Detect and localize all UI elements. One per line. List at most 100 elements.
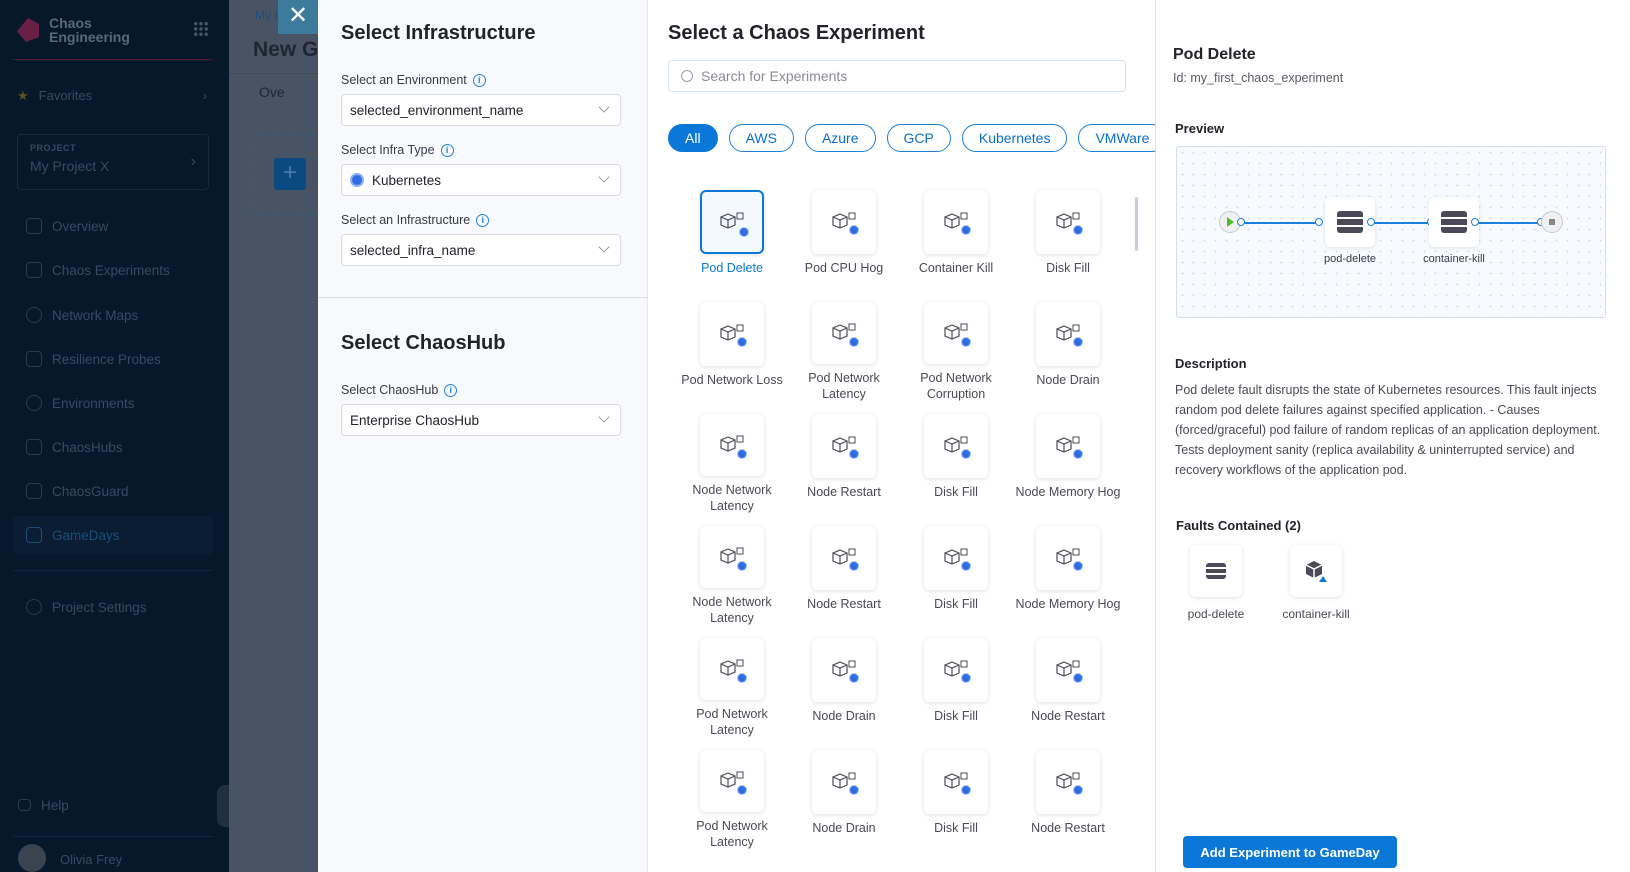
project-selector[interactable]: PROJECT My Project X › (17, 134, 209, 190)
experiment-card-tile[interactable] (1036, 414, 1100, 478)
experiment-card[interactable]: Node Restart (1012, 750, 1124, 850)
sidebar-item-label: Chaos Experiments (52, 262, 170, 278)
fault-container-kill[interactable]: container-kill (1271, 545, 1361, 621)
experiment-card[interactable]: Node Restart (788, 526, 900, 626)
experiment-card[interactable]: Disk Fill (900, 638, 1012, 738)
experiment-grid: Pod Delete Pod CPU Hog Container Kill Disk … (676, 190, 1124, 850)
experiment-card[interactable]: Disk Fill (1012, 190, 1124, 290)
chaos-engineering-logo[interactable]: Chaos Engineering (17, 16, 130, 44)
experiment-card[interactable]: Node Memory Hog (1012, 414, 1124, 514)
experiment-card-tile[interactable] (1036, 190, 1100, 254)
experiment-card-tile[interactable] (924, 190, 988, 254)
experiment-card-tile[interactable] (924, 750, 988, 814)
infra-type-select[interactable]: Kubernetes (341, 164, 621, 196)
environment-label: Select an Environment i (341, 73, 486, 87)
sidebar-item-project-settings[interactable]: Project Settings (13, 588, 213, 626)
help-link[interactable]: Help (13, 786, 213, 824)
sidebar-item-chaosguard[interactable]: ChaosGuard (13, 472, 213, 510)
container-kill-node[interactable] (1429, 197, 1479, 247)
app-grid-icon[interactable] (193, 21, 209, 37)
filter-chip-azure[interactable]: Azure (804, 124, 876, 152)
scrollbar[interactable] (1135, 197, 1138, 251)
sidebar-item-gamedays[interactable]: GameDays (13, 516, 213, 554)
filter-chip-kubernetes[interactable]: Kubernetes (961, 124, 1068, 152)
info-icon[interactable]: i (444, 383, 458, 397)
chaoshub-select[interactable]: Enterprise ChaosHub (341, 404, 621, 436)
experiment-card-tile[interactable] (700, 302, 764, 366)
filter-chip-vmware[interactable]: VMWare (1078, 124, 1155, 152)
collapse-sidebar-button[interactable] (217, 785, 229, 827)
environment-select[interactable]: selected_environment_name (341, 94, 621, 126)
project-name: My Project X (30, 158, 110, 174)
sidebar-item-network-maps[interactable]: Network Maps (13, 296, 213, 334)
experiment-label: Disk Fill (934, 709, 978, 723)
experiment-card-tile[interactable] (924, 302, 988, 364)
experiment-card[interactable]: Node Restart (788, 414, 900, 514)
sidebar-item-chaoshubs[interactable]: ChaosHubs (13, 428, 213, 466)
experiment-card-tile[interactable] (700, 638, 764, 700)
experiment-card-tile[interactable] (812, 190, 876, 254)
add-experiment-button[interactable]: Add Experiment to GameDay (1183, 836, 1397, 868)
sidebar: Chaos Engineering ★ Favorites › PROJECT My … (0, 0, 229, 872)
kubernetes-badge-icon (849, 673, 859, 683)
experiment-card[interactable]: Disk Fill (900, 414, 1012, 514)
infrastructure-select[interactable]: selected_infra_name (341, 234, 621, 266)
sidebar-item-overview[interactable]: Overview (13, 207, 213, 245)
experiment-card[interactable]: Node Network Latency (676, 414, 788, 514)
divider (229, 73, 318, 74)
experiment-card-tile[interactable] (1036, 638, 1100, 702)
experiment-card[interactable]: Node Drain (788, 750, 900, 850)
experiment-card-tile[interactable] (812, 638, 876, 702)
pod-delete-node[interactable] (1325, 197, 1375, 247)
label-text: Select Infra Type (341, 143, 435, 157)
kubernetes-badge-icon (961, 673, 971, 683)
close-button[interactable]: ✕ (278, 0, 318, 34)
experiment-card[interactable]: Container Kill (900, 190, 1012, 290)
filter-chip-gcp[interactable]: GCP (886, 124, 951, 152)
experiment-card[interactable]: Pod CPU Hog (788, 190, 900, 290)
info-icon[interactable]: i (476, 213, 490, 227)
experiment-card[interactable]: Node Restart (1012, 638, 1124, 738)
experiment-card-tile[interactable] (1036, 750, 1100, 814)
section-title: Select a Chaos Experiment (668, 22, 925, 44)
experiment-card-tile[interactable] (812, 526, 876, 590)
filter-chip-aws[interactable]: AWS (728, 124, 794, 152)
experiment-card-tile[interactable] (924, 526, 988, 590)
port (1315, 218, 1323, 226)
favorites[interactable]: ★ Favorites › (17, 88, 207, 104)
experiment-card[interactable]: Pod Network Latency (788, 302, 900, 402)
search-input[interactable]: Search for Experiments (668, 60, 1126, 92)
experiment-card[interactable]: Disk Fill (900, 526, 1012, 626)
experiment-card[interactable]: Node Drain (1012, 302, 1124, 402)
sidebar-item-environments[interactable]: Environments (13, 384, 213, 422)
experiment-card-tile[interactable] (812, 414, 876, 478)
avatar[interactable] (18, 844, 46, 872)
experiment-card-tile[interactable] (700, 414, 764, 476)
experiment-card[interactable]: Pod Network Corruption (900, 302, 1012, 402)
experiment-card-tile[interactable] (700, 526, 764, 588)
experiment-card[interactable]: Node Drain (788, 638, 900, 738)
experiment-card-tile[interactable] (700, 190, 764, 254)
filter-chip-all[interactable]: All (668, 124, 718, 152)
fault-pod-delete[interactable]: pod-delete (1171, 545, 1261, 621)
experiment-card[interactable]: Node Memory Hog (1012, 526, 1124, 626)
experiment-card-tile[interactable] (1036, 526, 1100, 590)
hub-icon (26, 439, 42, 455)
info-icon[interactable]: i (472, 73, 486, 87)
experiment-card-tile[interactable] (924, 638, 988, 702)
experiment-card[interactable]: Disk Fill (900, 750, 1012, 850)
experiment-card[interactable]: Pod Network Latency (676, 638, 788, 738)
experiment-card[interactable]: Pod Network Latency (676, 750, 788, 850)
experiment-card[interactable]: Node Network Latency (676, 526, 788, 626)
experiment-card-tile[interactable] (924, 414, 988, 478)
experiment-card[interactable]: Pod Delete (676, 190, 788, 290)
sidebar-item-label: ChaosHubs (52, 439, 123, 455)
experiment-card-tile[interactable] (812, 750, 876, 814)
experiment-card-tile[interactable] (812, 302, 876, 364)
experiment-card-tile[interactable] (1036, 302, 1100, 366)
experiment-card-tile[interactable] (700, 750, 764, 812)
info-icon[interactable]: i (440, 143, 454, 157)
sidebar-item-resilience-probes[interactable]: Resilience Probes (13, 340, 213, 378)
sidebar-item-chaos-experiments[interactable]: Chaos Experiments (13, 251, 213, 289)
experiment-card[interactable]: Pod Network Loss (676, 302, 788, 402)
